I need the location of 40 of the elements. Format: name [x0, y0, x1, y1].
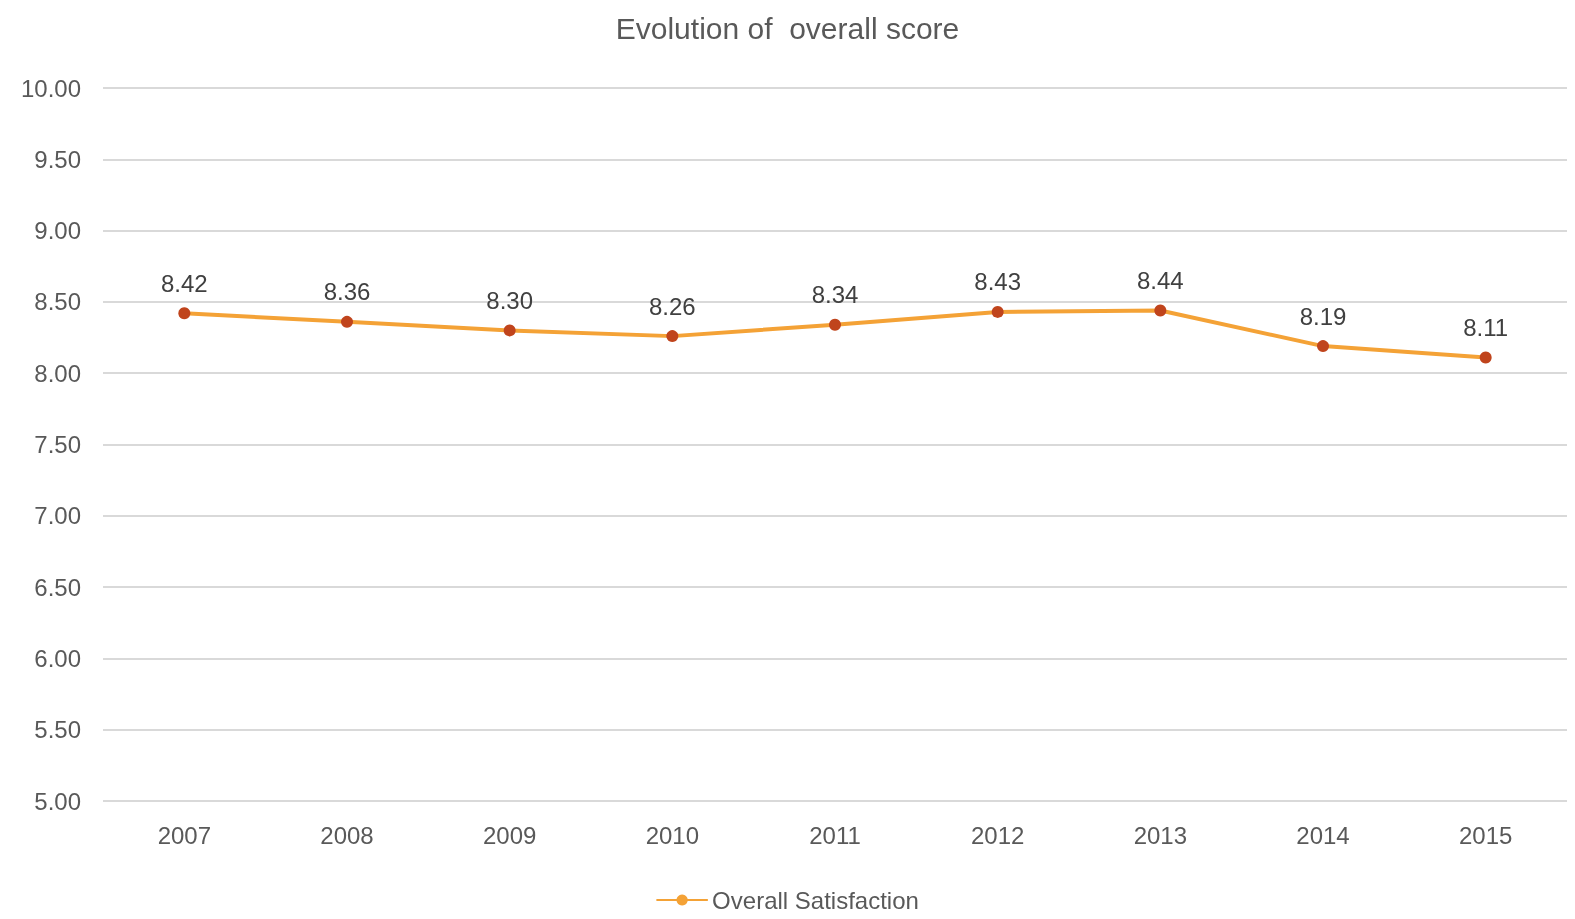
data-label: 8.11: [1463, 314, 1509, 342]
x-tick-label: 2009: [482, 821, 537, 849]
data-label: 8.34: [811, 281, 859, 309]
legend-label: Overall Satisfaction: [712, 886, 919, 914]
y-tick-label: 8.00: [34, 359, 81, 387]
y-tick-label: 9.50: [34, 145, 81, 173]
point: [1154, 304, 1167, 317]
y-tick-label: 7.50: [34, 431, 81, 458]
point: [829, 318, 841, 331]
x-tick-label: 2015: [1458, 821, 1513, 849]
y-tick-label: 7.00: [34, 502, 81, 530]
data-label: 8.30: [486, 286, 534, 314]
data-label: 8.42: [160, 269, 208, 297]
y-tick-label: 9.00: [34, 217, 81, 245]
data-label: 8.19: [1299, 302, 1347, 330]
y-tick-label: 8.50: [34, 288, 81, 316]
x-tick-label: 2007: [157, 821, 212, 849]
point: [1479, 351, 1492, 364]
x-tick-label: 2013: [1133, 821, 1188, 849]
x-tick-label: 2011: [809, 821, 861, 849]
chart-title: Evolution of overall score: [615, 11, 960, 45]
y-tick-label: 5.00: [34, 787, 81, 815]
point: [341, 315, 353, 328]
x-tick-label: 2010: [645, 821, 700, 849]
y-tick-label: 5.50: [34, 716, 81, 744]
point: [666, 330, 679, 343]
x-tick-label: 2008: [320, 821, 374, 849]
y-tick-label: 6.50: [34, 573, 81, 601]
y-tick-label: 6.00: [34, 644, 81, 672]
y-tick-label: 10.00: [20, 74, 81, 102]
x-tick-label: 2014: [1296, 821, 1350, 849]
data-label: 8.43: [974, 268, 1022, 296]
x-tick-label: 2012: [970, 821, 1025, 849]
data-label: 8.26: [648, 292, 696, 320]
data-label: 8.36: [323, 278, 371, 306]
point: [178, 307, 191, 320]
point: [1317, 340, 1329, 353]
data-label: 8.44: [1136, 266, 1184, 294]
point: [503, 324, 516, 337]
point: [991, 305, 1004, 318]
